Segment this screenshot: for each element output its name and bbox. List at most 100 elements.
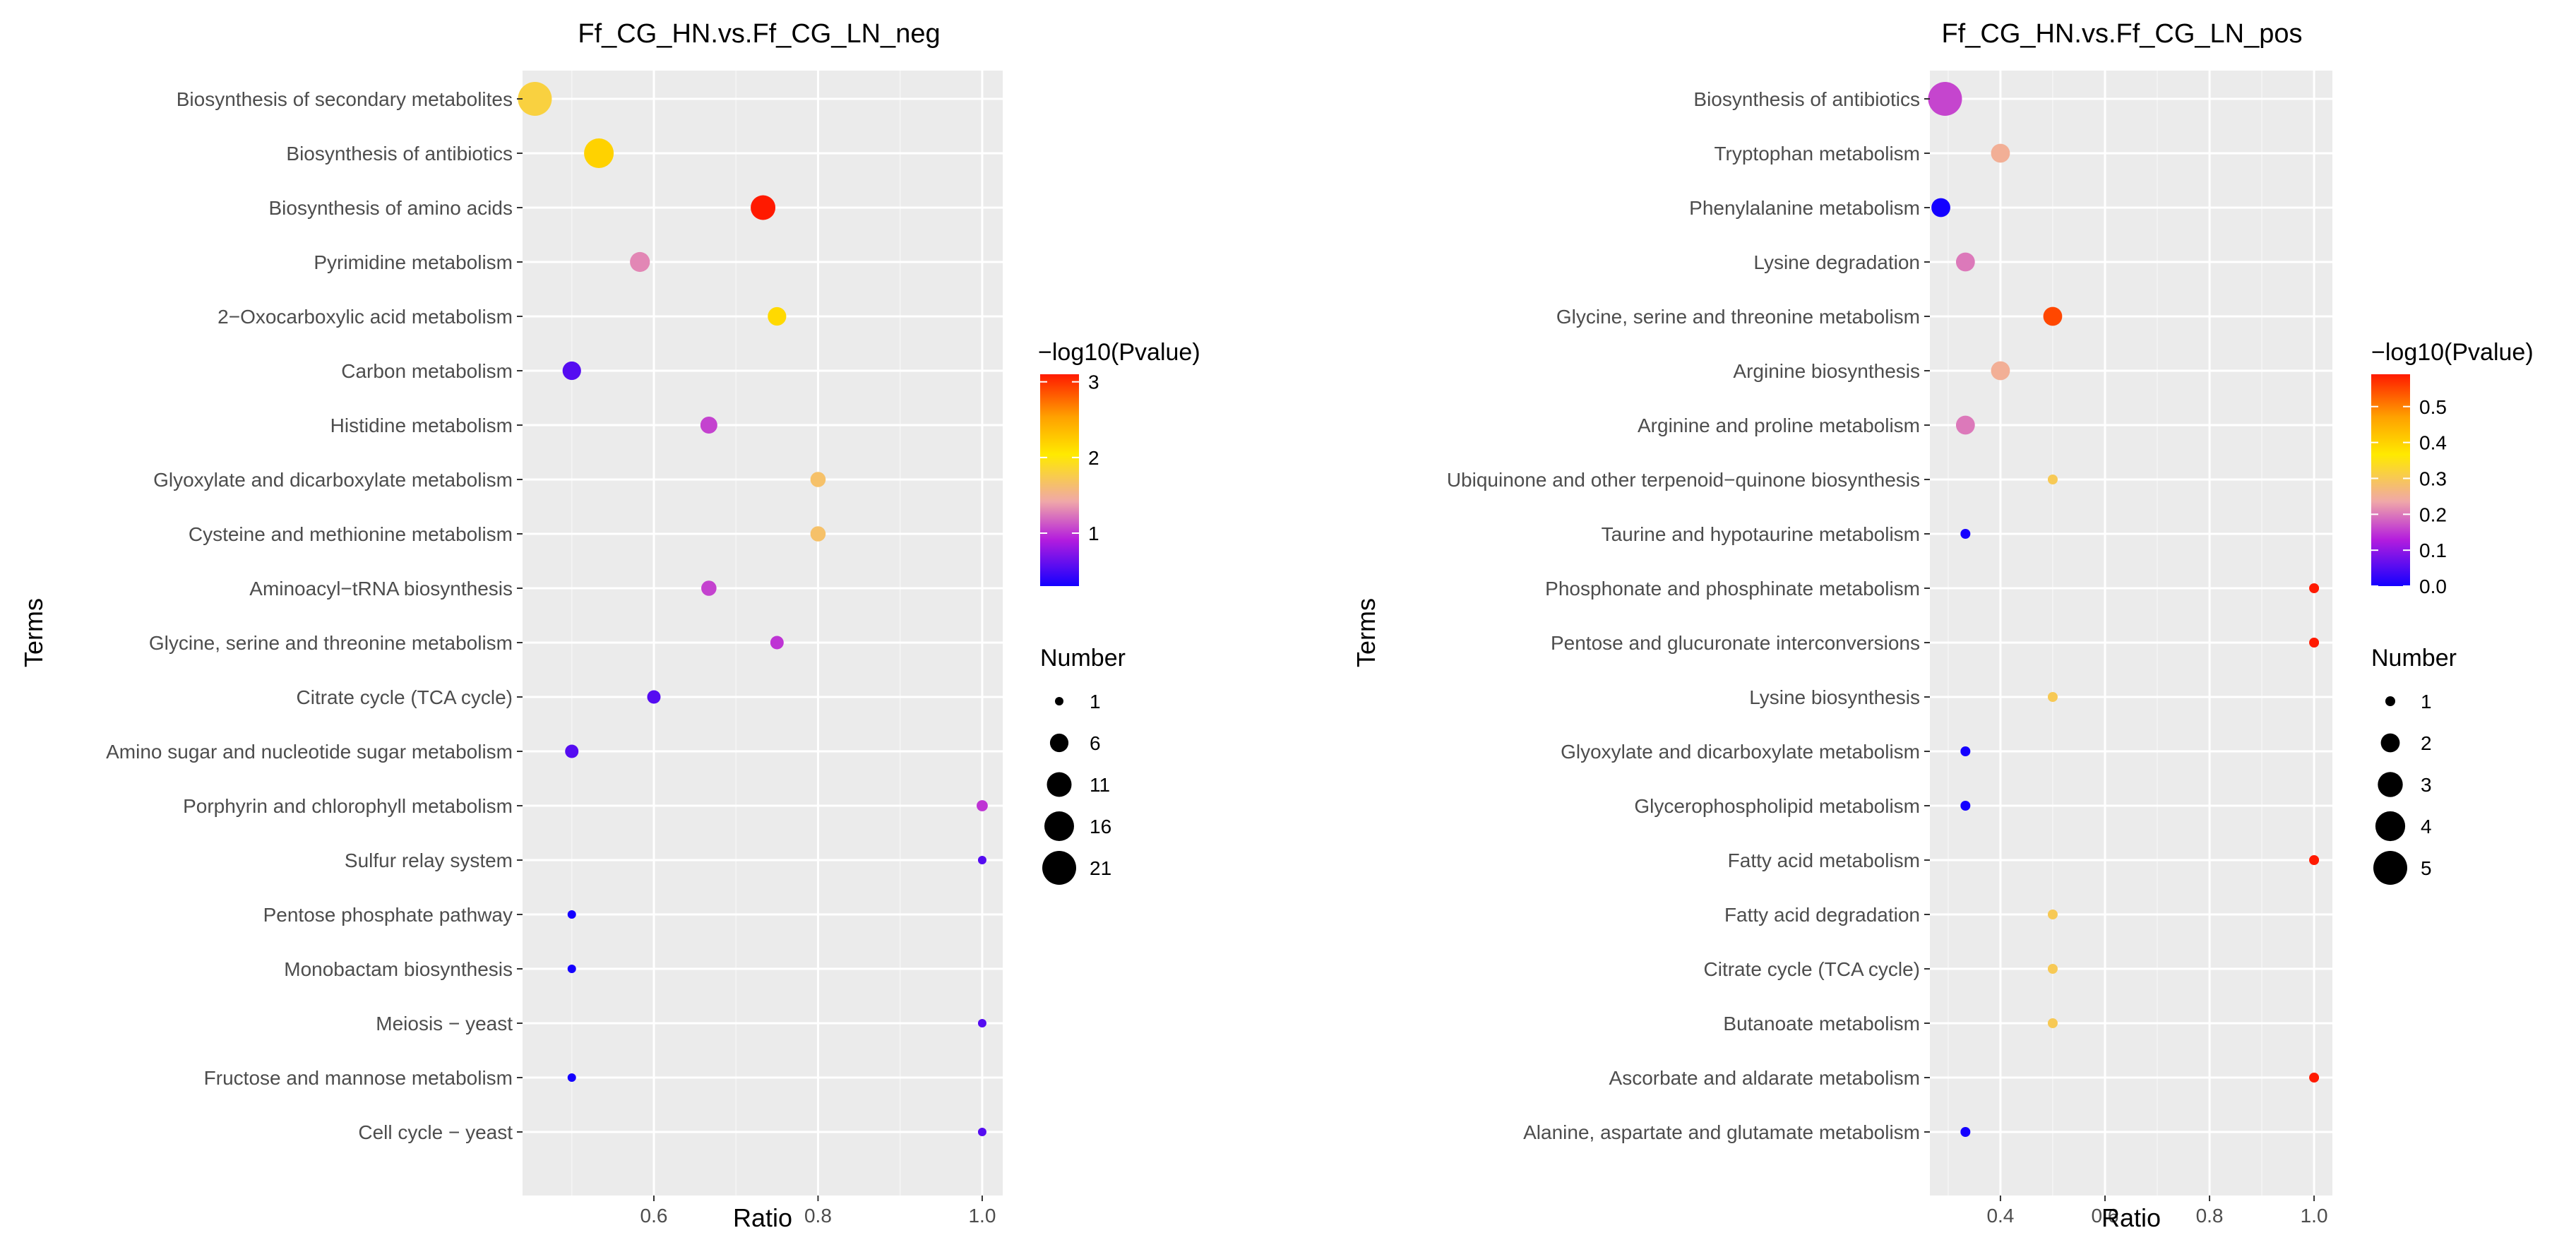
x-tick-label: 0.8: [2196, 1205, 2224, 1227]
term-label: Taurine and hypotaurine metabolism: [1602, 523, 1920, 545]
term-label: Fatty acid metabolism: [1728, 849, 1920, 871]
chart-right: Ff_CG_HN.vs.Ff_CG_LN_pos Biosynthesis of…: [1352, 19, 2534, 1232]
size-legend-label: 16: [1090, 816, 1111, 837]
term-label: Alanine, aspartate and glutamate metabol…: [1523, 1121, 1920, 1143]
data-point-left: [810, 526, 826, 542]
size-legend-label: 21: [1090, 857, 1111, 879]
size-legend-label: 1: [2421, 691, 2432, 713]
data-point-right: [1991, 143, 2010, 163]
size-legend-key: [2373, 851, 2407, 885]
x-axis-label-right: Ratio: [2101, 1203, 2161, 1232]
term-label: Pentose phosphate pathway: [263, 904, 513, 926]
data-point-left: [768, 306, 787, 326]
data-point-right: [2047, 1018, 2058, 1028]
data-point-left: [630, 251, 650, 273]
term-label: Cysteine and methionine metabolism: [189, 523, 513, 545]
grid-right: [1930, 71, 2332, 1196]
term-label: Glyoxylate and dicarboxylate metabolism: [153, 469, 513, 491]
term-label: Glycine, serine and threonine metabolism: [149, 632, 513, 654]
term-label: Glycine, serine and threonine metabolism: [1556, 306, 1920, 328]
colorbar-tick-label: 0.0: [2419, 576, 2447, 597]
data-point-right: [2309, 855, 2320, 865]
y-axis-label-left: Terms: [19, 598, 48, 667]
data-point-right: [1960, 529, 1971, 539]
term-label: Histidine metabolism: [330, 415, 513, 436]
size-legend-key: [1055, 697, 1063, 705]
data-point-right: [1928, 82, 1962, 116]
size-legend-label: 1: [1090, 691, 1101, 713]
x-ticks-right: 0.4 0.6 0.8 1.0: [1986, 1196, 2328, 1227]
term-label: Citrate cycle (TCA cycle): [1704, 958, 1921, 980]
data-point-left: [584, 138, 614, 168]
term-label: Aminoacyl−tRNA biosynthesis: [249, 578, 513, 600]
colorbar-tick-label: 0.4: [2419, 432, 2447, 454]
y-axis-label-right: Terms: [1352, 598, 1381, 667]
data-point-left: [977, 856, 986, 864]
size-legend-label: 4: [2421, 816, 2432, 837]
term-label: Butanoate metabolism: [1723, 1013, 1920, 1035]
term-label: Meiosis − yeast: [376, 1013, 513, 1035]
x-tick-label: 0.8: [804, 1205, 832, 1227]
term-label: Pyrimidine metabolism: [314, 251, 513, 273]
term-label: Biosynthesis of antibiotics: [286, 143, 513, 165]
term-label: Lysine biosynthesis: [1749, 686, 1920, 708]
data-point-left: [977, 1019, 986, 1027]
data-point-right: [2047, 475, 2058, 484]
term-label: Glycerophospholipid metabolism: [1634, 795, 1920, 817]
data-point-right: [1960, 801, 1971, 811]
size-legend-key: [2380, 733, 2400, 753]
size-legend-key: [1049, 733, 1069, 753]
colorbar-tick-label: 0.5: [2419, 396, 2447, 418]
size-legend-label: 6: [1090, 732, 1101, 754]
data-point-right: [1955, 415, 1975, 435]
term-label: Pentose and glucuronate interconversions: [1551, 632, 1920, 654]
points-left: [518, 82, 988, 1136]
term-label: Biosynthesis of antibiotics: [1693, 88, 1920, 110]
size-legend-label: 2: [2421, 732, 2432, 754]
colorbar-left: [1040, 374, 1079, 586]
data-point-right: [2047, 964, 2058, 974]
plot-panel-left: [523, 71, 1003, 1196]
data-point-right: [2047, 692, 2058, 702]
colorbar-tick-label: 0.3: [2419, 467, 2447, 489]
data-point-right: [2309, 638, 2320, 648]
colorbar-tick-label: 0.1: [2419, 539, 2447, 561]
size-legend-label: 11: [1090, 774, 1110, 796]
data-point-right: [1931, 198, 1950, 217]
data-point-left: [751, 195, 776, 220]
term-label: Ubiquinone and other terpenoid−quinone b…: [1447, 469, 1920, 491]
term-label: Glyoxylate and dicarboxylate metabolism: [1561, 741, 1920, 763]
grid-left: [523, 71, 1003, 1196]
color-legend-right: −log10(Pvalue) 0.0 0.1 0.2 0.3 0.4 0.5: [2371, 339, 2534, 597]
data-point-left: [977, 1128, 986, 1136]
data-point-left: [810, 472, 826, 487]
term-label: Tryptophan metabolism: [1714, 143, 1920, 165]
term-labels-left: Biosynthesis of secondary metabolites Bio…: [106, 88, 523, 1143]
colorbar-tick-label: 2: [1088, 447, 1099, 469]
colorbar-tick-label: 1: [1088, 523, 1099, 544]
chart-title-right: Ff_CG_HN.vs.Ff_CG_LN_pos: [1941, 19, 2302, 49]
data-point-right: [2309, 1073, 2320, 1083]
data-point-left: [567, 1073, 576, 1082]
x-tick-label: 0.4: [1986, 1205, 2014, 1227]
x-tick-label: 1.0: [968, 1205, 996, 1227]
data-point-left: [567, 910, 576, 919]
term-label: Carbon metabolism: [341, 360, 513, 382]
size-legend-label: 5: [2421, 857, 2432, 879]
color-legend-title-left: −log10(Pvalue): [1038, 339, 1200, 366]
data-point-left: [518, 82, 552, 116]
size-legend-label: 3: [2421, 774, 2432, 796]
data-point-right: [2043, 306, 2063, 326]
x-tick-label: 0.6: [2092, 1205, 2119, 1227]
data-point-right: [1955, 252, 1975, 272]
data-point-left: [647, 690, 661, 704]
term-label: Monobactam biosynthesis: [284, 958, 513, 980]
x-ticks-left: 0.6 0.8 1.0: [640, 1196, 996, 1227]
data-point-right: [2047, 910, 2058, 919]
term-label: Amino sugar and nucleotide sugar metabol…: [106, 741, 513, 763]
data-point-left: [770, 636, 784, 650]
term-label: Ascorbate and aldarate metabolism: [1609, 1067, 1920, 1089]
size-legend-key: [2385, 696, 2395, 706]
